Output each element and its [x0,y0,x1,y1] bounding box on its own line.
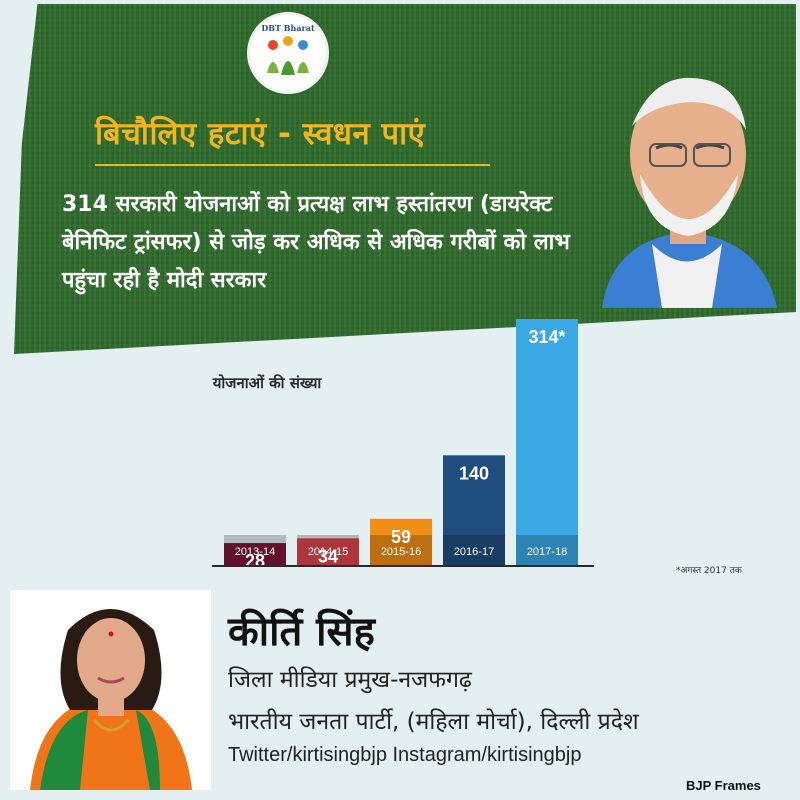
x-tick-label: 2016-17 [454,546,494,558]
credit-text: BJP Frames [686,778,761,793]
data-label: 59 [391,527,411,547]
bar-category-band [370,535,432,565]
bar-2013-14 [224,543,286,565]
x-tick-label: 2013-14 [235,546,275,558]
banner-subtext: 314 सरकारी योजनाओं को प्रत्यक्ष लाभ हस्त… [62,192,570,293]
x-tick-label: 2017-18 [527,546,567,558]
bar-2017-18 [516,319,578,565]
bar-2016-17 [443,455,505,565]
people-icon [267,36,309,75]
profile-party: भारतीय जनता पार्टी, (महिला मोर्चा), दिल्… [228,709,639,735]
bar-2014-15 [297,538,359,565]
chart-footnote: *अगस्त 2017 तक [676,566,742,576]
bar-category-band [443,535,505,565]
dbt-bharat-logo: DBT Bharat [247,12,329,94]
leader-portrait [602,77,777,308]
profile-photo [10,590,211,790]
headline-divider [95,164,490,166]
data-label: 314* [528,327,565,347]
bar-category-band [224,535,286,565]
chart-y-label: योजनाओं की संख्या [212,374,322,392]
profile-role: जिला मीडिया प्रमुख-नजफगढ़ [228,667,472,693]
bar-2015-16 [370,518,432,565]
data-label: 28 [245,551,265,571]
bar-category-band [516,535,578,565]
x-tick-label: 2014-15 [308,546,348,558]
data-label: 140 [459,463,489,483]
logo-text: DBT Bharat [261,23,315,33]
profile-name: कीर्ति सिंह [228,609,375,655]
bar-category-band [297,535,359,565]
profile-social-handles: Twitter/kirtisingbjp Instagram/kirtising… [228,744,582,766]
data-label: 34 [318,546,338,566]
chart-x-axis [212,565,594,567]
headline: बिचौलिए हटाएं - स्वधन पाएं [95,116,426,152]
x-tick-label: 2015-16 [381,546,421,558]
